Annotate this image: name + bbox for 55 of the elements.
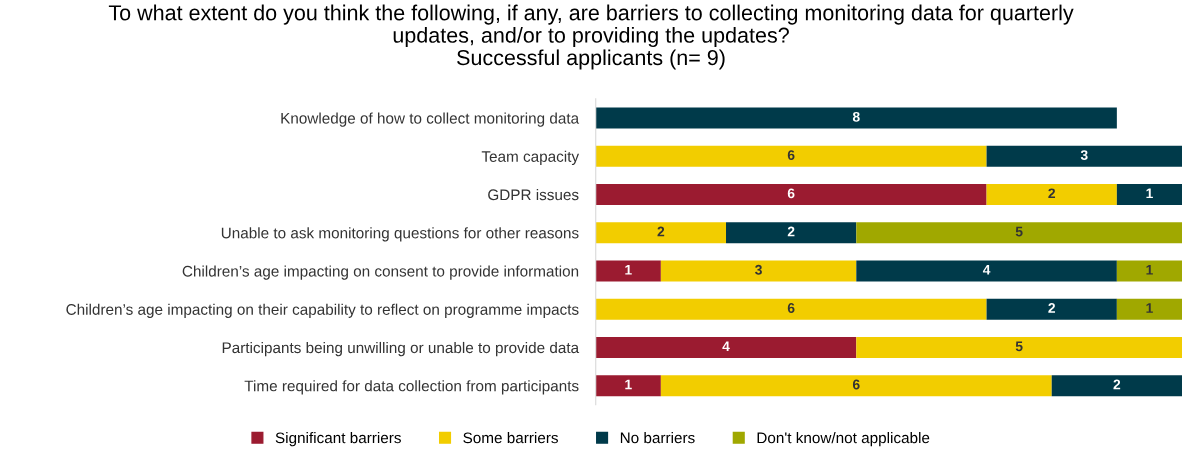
bar <box>986 298 1117 320</box>
y-tick-label: GDPR issues <box>488 188 579 201</box>
bar <box>595 260 661 282</box>
data-label: 6 <box>852 379 860 390</box>
bar <box>856 260 1117 282</box>
bar <box>726 222 857 244</box>
bar <box>595 375 661 397</box>
bar <box>986 145 1182 167</box>
bar <box>1116 298 1182 320</box>
legend-label: Significant barriers <box>275 432 401 447</box>
data-label: 6 <box>787 188 795 199</box>
bar <box>660 260 857 282</box>
bar <box>595 222 727 244</box>
data-label: 2 <box>657 226 665 237</box>
data-label: 5 <box>1015 226 1023 237</box>
data-label: 2 <box>1048 303 1056 313</box>
bar <box>986 183 1117 206</box>
data-label: 2 <box>1113 379 1121 390</box>
bar <box>660 375 1052 397</box>
y-tick-label: Children’s age impacting on their capability to reflect on programme impacts <box>66 303 579 318</box>
bar <box>856 336 1182 358</box>
y-tick-label: Time required for data collection from participants <box>244 380 579 395</box>
data-label: 1 <box>1146 303 1153 313</box>
legend-label: Don't know/not applicable <box>757 432 930 447</box>
legend-label: Some barriers <box>463 432 558 444</box>
y-tick-label: Knowledge of how to collect monitoring data <box>281 112 580 127</box>
data-label: 1 <box>625 379 632 390</box>
bar <box>595 145 987 167</box>
data-label: 1 <box>1146 188 1153 199</box>
data-label: 3 <box>755 264 762 275</box>
data-label: 3 <box>1080 150 1088 160</box>
data-label: 1 <box>625 265 632 275</box>
bar <box>1051 375 1182 397</box>
bar <box>595 298 987 320</box>
data-label: 6 <box>787 150 795 160</box>
y-tick-label: Participants being unwilling or unable to provide data <box>222 341 580 357</box>
data-label: 4 <box>982 265 991 275</box>
bar <box>595 107 1117 129</box>
data-label: 2 <box>787 226 795 237</box>
y-tick-label: Unable to ask monitoring questions for other reasons <box>221 227 579 242</box>
data-label: 8 <box>852 111 860 122</box>
legend-label: No barriers <box>620 432 695 444</box>
bar <box>595 336 857 358</box>
chart-title: To what extent do you think the following, if any, are barriers to collecting monitoring data for quarterly updates, and/or to providing the updates? Successful applicants (n= 9) <box>108 4 1074 70</box>
bar <box>595 183 987 206</box>
data-label: 2 <box>1048 188 1056 199</box>
bar <box>1116 260 1182 282</box>
bar <box>856 222 1182 244</box>
data-label: 5 <box>1015 341 1023 352</box>
data-label: 6 <box>787 303 795 313</box>
data-label: 1 <box>1146 265 1153 275</box>
y-tick-label: Children’s age impacting on consent to provide information <box>182 265 579 280</box>
y-tick-label: Team capacity <box>481 150 580 165</box>
bar <box>1116 183 1182 206</box>
data-label: 4 <box>722 341 730 352</box>
